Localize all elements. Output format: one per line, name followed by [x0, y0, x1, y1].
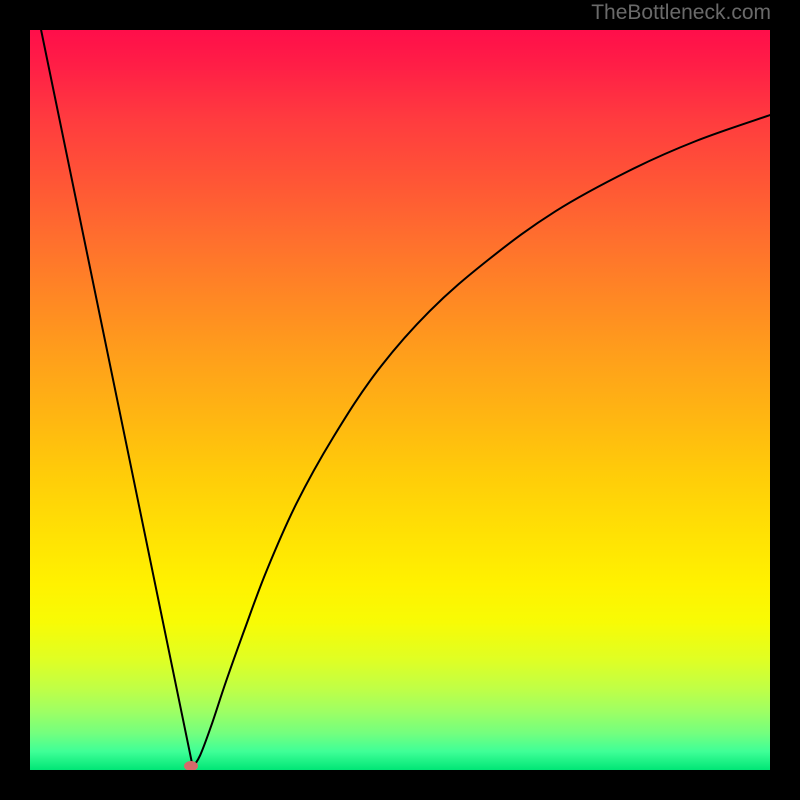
minimum-marker — [184, 761, 198, 770]
chart-container: { "watermark": { "text": "TheBottleneck.… — [0, 0, 800, 800]
plot-area — [30, 30, 770, 770]
watermark-text: TheBottleneck.com — [591, 1, 771, 25]
bottleneck-curve — [30, 30, 770, 770]
